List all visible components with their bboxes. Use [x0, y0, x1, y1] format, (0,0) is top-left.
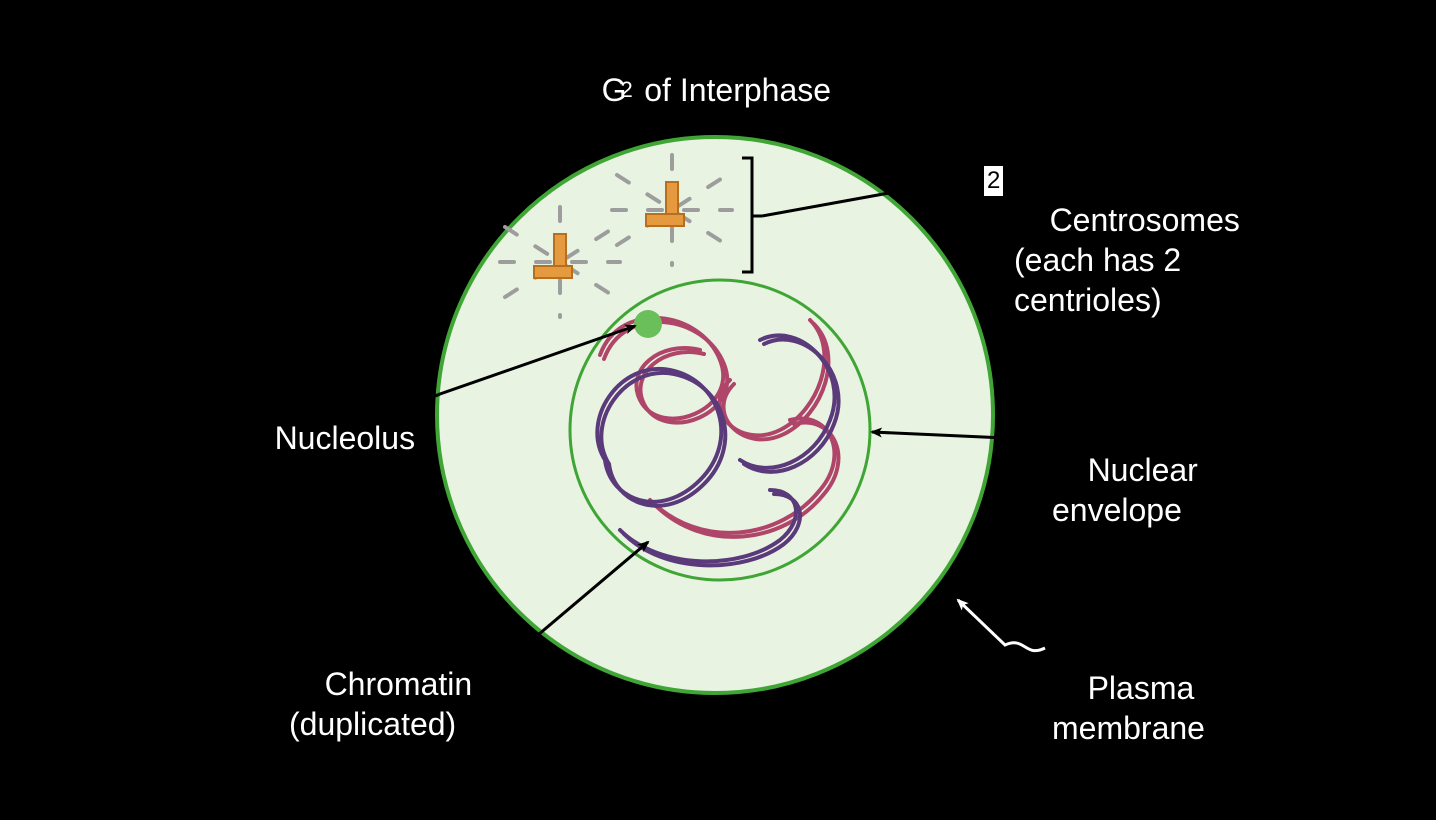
label-centrosomes: Centrosomes (each has 2 centrioles) — [1014, 160, 1240, 360]
label-nucleolus: Nucleolus — [239, 378, 415, 498]
nucleolus — [634, 310, 662, 338]
label-chromatin: Chromatin (duplicated) — [289, 624, 472, 784]
centrosome-small-2: 2 — [984, 166, 1003, 196]
label-membrane: Plasma membrane — [1052, 628, 1205, 788]
label-nuclear-envelope: Nuclear envelope — [1052, 410, 1198, 570]
diagram-stage: G of Interphase 2 Centrosomes (each has … — [0, 0, 1436, 820]
title-subscript-2: 2 — [596, 48, 633, 131]
title-text: G of Interphase — [602, 72, 831, 108]
leader-membrane — [958, 600, 1045, 651]
